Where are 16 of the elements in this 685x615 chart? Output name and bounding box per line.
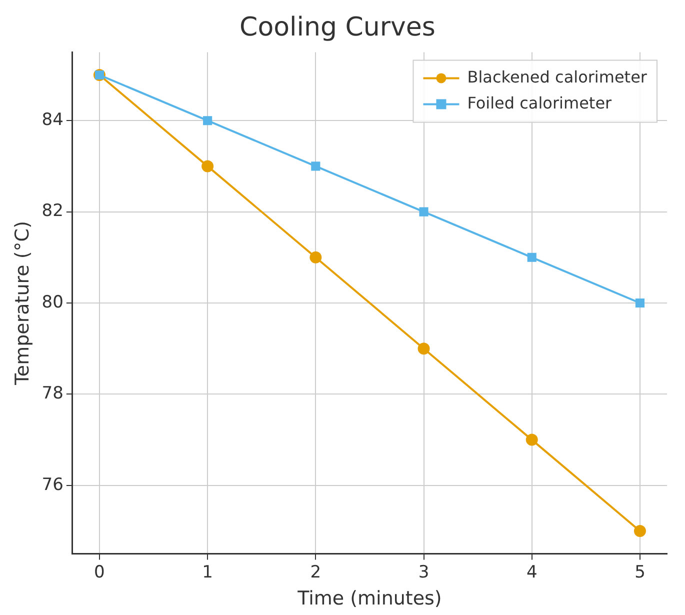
y-tick-label: 78 xyxy=(42,384,64,404)
x-tick-label: 4 xyxy=(526,562,538,582)
legend-label: Blackened calorimeter xyxy=(467,67,648,86)
legend-label: Foiled calorimeter xyxy=(467,93,612,112)
x-tick-label: 5 xyxy=(634,562,646,582)
y-tick-label: 80 xyxy=(42,292,64,312)
x-tick-label: 0 xyxy=(94,562,105,582)
x-tick-label: 3 xyxy=(418,562,430,582)
y-tick-label: 84 xyxy=(42,110,64,130)
x-tick-label: 1 xyxy=(202,562,213,582)
y-tick-label: 76 xyxy=(42,474,64,495)
y-axis-title: Temperature (°C) xyxy=(11,221,34,386)
x-tick-label: 2 xyxy=(310,562,322,582)
chart-title: Cooling Curves xyxy=(240,12,436,42)
x-axis-title: Time (minutes) xyxy=(296,588,442,610)
y-tick-label: 82 xyxy=(42,201,64,222)
